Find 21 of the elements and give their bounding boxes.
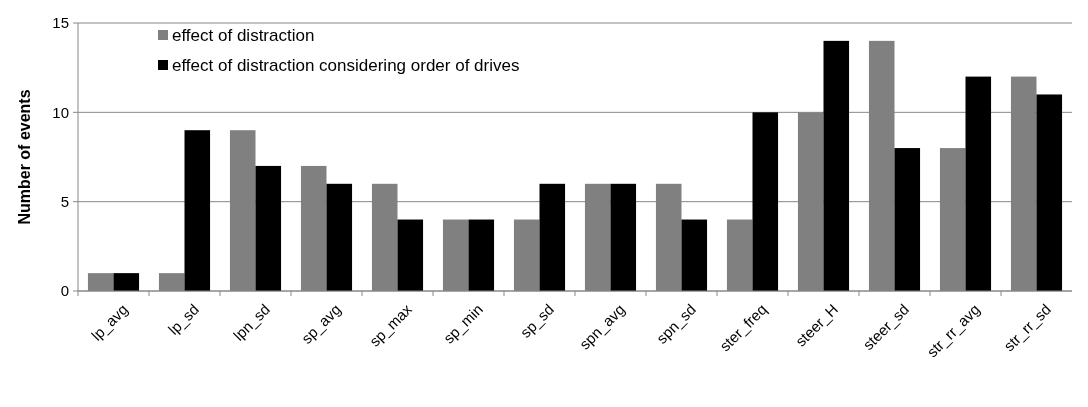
y-tick-label: 10 <box>52 103 69 121</box>
legend-label: effect of distraction considering order of drives <box>172 55 520 75</box>
y-tick-label: 0 <box>60 282 69 300</box>
bar <box>610 183 637 291</box>
bar <box>681 219 708 291</box>
bar <box>752 112 779 291</box>
bar <box>894 148 921 291</box>
bar <box>1036 94 1063 291</box>
bar <box>539 183 566 291</box>
y-tick-label: 5 <box>60 192 69 210</box>
bar <box>468 219 495 291</box>
y-axis-title: Number of events <box>16 89 33 225</box>
bar <box>255 165 282 291</box>
legend-label: effect of distraction <box>172 25 315 45</box>
y-tick-label: 15 <box>52 14 69 32</box>
bar <box>397 219 424 291</box>
bar <box>965 76 992 291</box>
bar <box>184 130 211 291</box>
bar <box>326 183 353 291</box>
bar <box>823 40 850 291</box>
bar <box>113 273 140 291</box>
